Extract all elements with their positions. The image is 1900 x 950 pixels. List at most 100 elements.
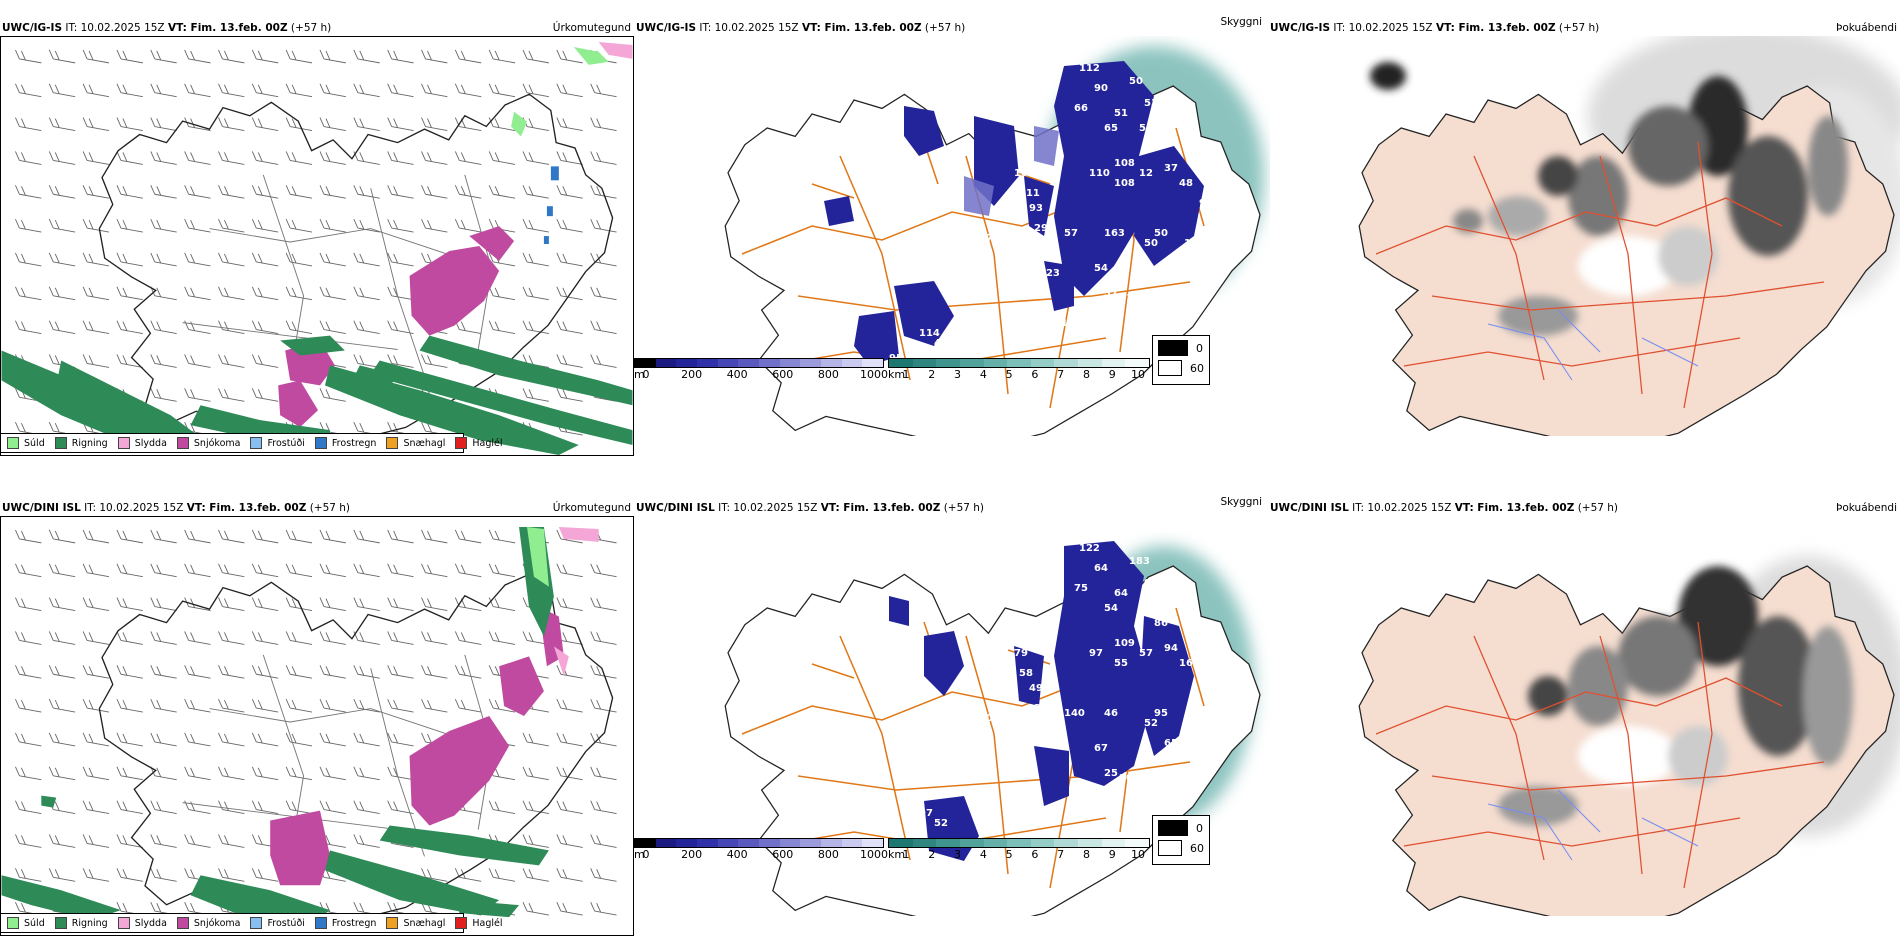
wind-barb [556, 218, 583, 233]
cloud-base-label: 55 [954, 338, 968, 349]
wind-barb [556, 563, 583, 578]
cloud-base-label: 46 [1104, 708, 1118, 719]
wind-barb [150, 354, 177, 368]
wind-barb [387, 83, 414, 98]
wind-barb [184, 83, 211, 98]
wind-barb [251, 563, 279, 578]
wind-barb [522, 800, 549, 815]
panel-title: UWC/DINI ISL IT: 10.02.2025 15Z VT: Fim.… [1270, 502, 1619, 514]
wind-barb [150, 834, 177, 848]
wind-barb [319, 185, 346, 199]
wind-barb [251, 665, 279, 679]
wind-barb [285, 766, 313, 781]
wind-barb [82, 766, 110, 781]
wind-barb [218, 252, 245, 267]
wind-barb [218, 529, 245, 544]
wind-barb [556, 354, 583, 368]
wind-barb [387, 117, 414, 131]
wind-barb [218, 185, 245, 199]
legend-item: Súld [7, 917, 45, 929]
wind-barb [353, 529, 380, 544]
wind-barb [218, 868, 245, 882]
precip-type-panel-row1: UWC/IG-IS IT: 10.02.2025 15Z VT: Fim. 13… [0, 10, 634, 460]
wind-barb [590, 185, 617, 199]
wind-barb [387, 252, 414, 267]
wind-barb [150, 698, 177, 713]
cloud-base-label: 63 [1154, 138, 1168, 149]
wind-barb [454, 698, 482, 713]
wind-barb [421, 117, 448, 131]
wind-barb [590, 698, 617, 713]
wind-barb [15, 83, 42, 98]
colorbar-tick: 8 [1082, 368, 1090, 381]
cloud-base-label: 108 [1114, 158, 1135, 169]
panel-title: UWC/IG-IS IT: 10.02.2025 15Z VT: Fim. 13… [2, 22, 332, 34]
cloud-base-label: 56 [1199, 158, 1213, 169]
wind-barb [150, 49, 177, 64]
wind-barb [285, 151, 313, 165]
wind-barb [488, 151, 516, 165]
cloud-cover-map [1358, 556, 1900, 916]
wind-barb [421, 563, 448, 578]
legend-item: Snæhagl [386, 917, 445, 929]
cloud-base-label: 181 [1184, 238, 1205, 249]
wind-barb [488, 49, 516, 64]
cloud-base-label: 37 [1164, 163, 1178, 174]
wind-barb [421, 698, 448, 713]
colorbar-tick: 9 [1108, 368, 1116, 381]
cloud-base-label: 54 [1104, 603, 1118, 614]
wind-barb [184, 151, 211, 165]
wind-barb [421, 529, 448, 544]
wind-barb [454, 563, 482, 578]
wind-barb [353, 698, 380, 713]
wind-barb [285, 529, 313, 544]
rain-areas [1, 335, 633, 455]
wind-barb [556, 868, 583, 882]
wind-barb [82, 320, 110, 335]
wind-barb [82, 151, 110, 165]
wind-barb [421, 665, 448, 679]
wind-barb [556, 800, 583, 815]
cloud-base-label: 37 [1104, 288, 1118, 299]
cloud-base-label: 111 [1019, 188, 1040, 199]
wind-barb [150, 286, 177, 301]
wind-barb [590, 218, 617, 233]
wind-barb [251, 597, 279, 611]
wind-barb [116, 117, 143, 131]
wind-barb [251, 49, 279, 64]
wind-barb [285, 185, 313, 199]
wind-barb [590, 252, 617, 267]
colorbar-tick: 800 [817, 848, 839, 861]
wind-barb [556, 665, 583, 679]
wind-barb [15, 563, 42, 578]
wind-barb [15, 800, 42, 815]
wind-barb [150, 388, 177, 402]
wind-barb [116, 834, 143, 848]
wind-barb [116, 563, 143, 578]
wind-barb [590, 766, 617, 781]
cloud-base-label: 160 [1179, 658, 1200, 669]
cloud-base-label: 50 [1139, 123, 1153, 134]
cloud-base-label: 202 [1034, 703, 1055, 714]
wind-barb [251, 732, 279, 747]
wind-barb [48, 834, 76, 848]
wind-barb [421, 185, 448, 199]
wind-barb [522, 868, 549, 882]
wind-barb [82, 800, 110, 815]
wind-barb [590, 834, 617, 848]
wind-barb [251, 800, 279, 815]
wind-barb [353, 800, 380, 815]
wind-barb [218, 49, 245, 64]
colorbar-tick: 7 [1057, 368, 1065, 381]
cloud-base-label: 65 [1164, 738, 1178, 749]
wind-barb [488, 563, 516, 578]
cloud-base-label: 93 [1029, 203, 1043, 214]
cloud-base-panel-row2: UWC/DINI ISL IT: 10.02.2025 15Z VT: Fim.… [634, 490, 1270, 940]
wind-barb [319, 563, 346, 578]
wind-barb [590, 83, 617, 98]
colorbar-tick: 1 [902, 368, 910, 381]
wind-barb [82, 286, 110, 301]
wind-barb [15, 597, 42, 611]
wind-barb [353, 563, 380, 578]
wind-barb [116, 529, 143, 544]
